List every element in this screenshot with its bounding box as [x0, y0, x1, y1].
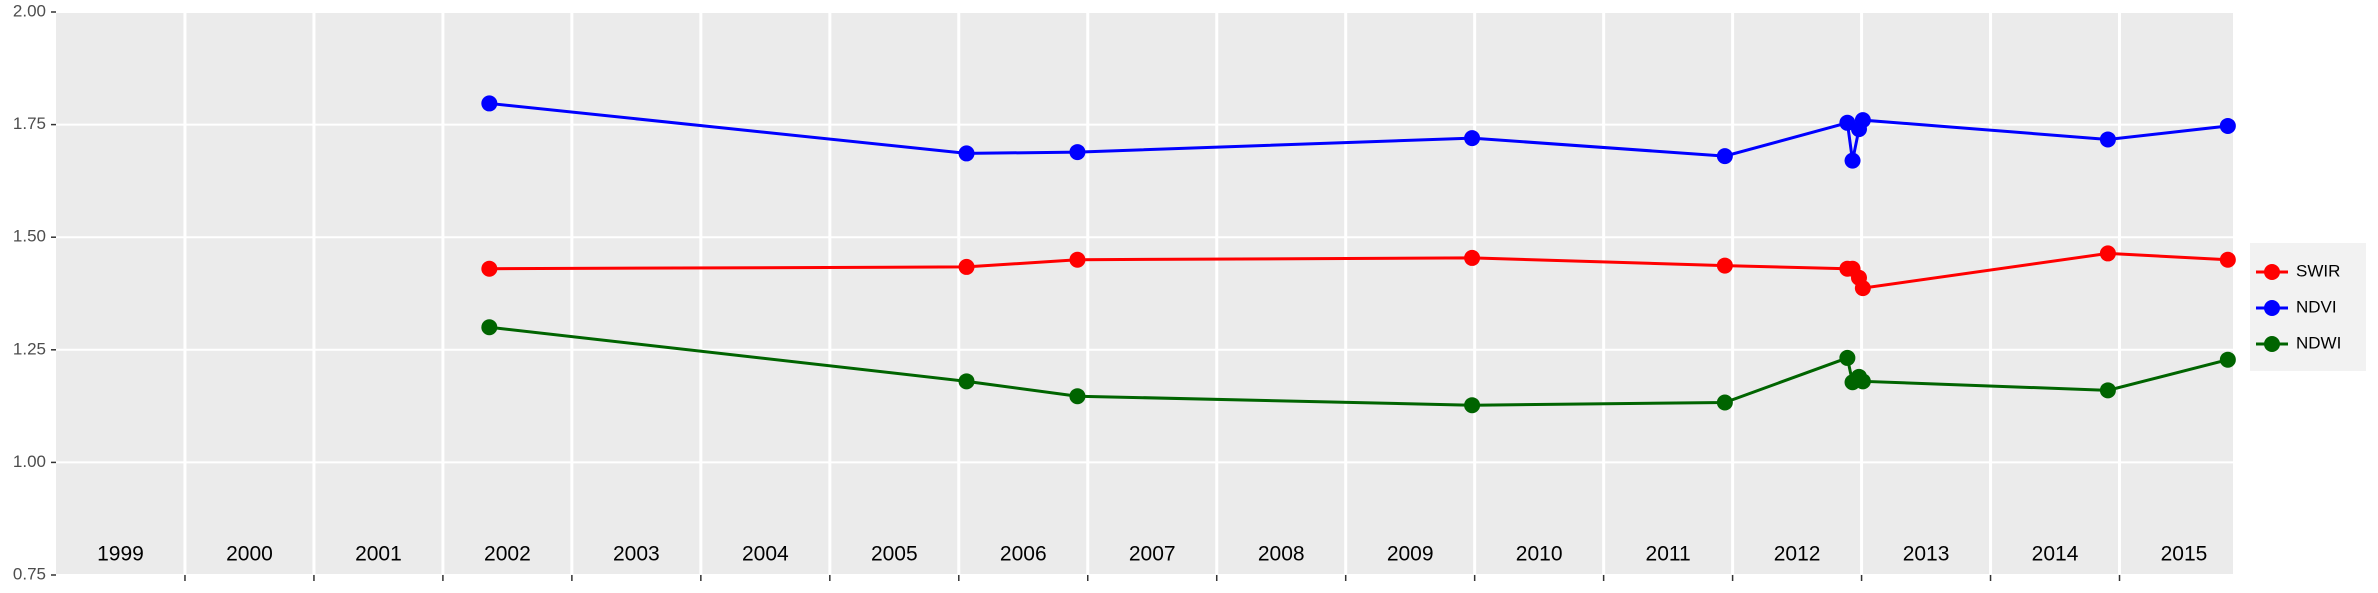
legend-key-point	[2264, 264, 2280, 280]
data-point	[2219, 351, 2236, 368]
year-label: 1999	[97, 543, 144, 566]
y-tick-label: 2.00	[13, 1, 46, 20]
data-point	[2099, 245, 2116, 262]
year-label: 2007	[1129, 543, 1176, 566]
data-point	[958, 258, 975, 275]
legend-key-point	[2264, 300, 2280, 316]
year-label: 2003	[613, 543, 660, 566]
data-point	[2099, 131, 2116, 148]
y-tick-label: 1.25	[13, 339, 46, 358]
data-point	[958, 373, 975, 390]
data-point	[1716, 394, 1733, 411]
data-point	[2219, 117, 2236, 134]
year-label: 2012	[1774, 543, 1821, 566]
year-label: 2001	[355, 543, 402, 566]
data-point	[481, 260, 498, 277]
y-tick-label: 0.75	[13, 564, 46, 583]
data-point	[1716, 257, 1733, 274]
year-label: 2005	[871, 543, 918, 566]
legend-label: SWIR	[2296, 261, 2340, 280]
year-label: 2010	[1516, 543, 1563, 566]
year-label: 2002	[484, 543, 531, 566]
data-point	[481, 95, 498, 112]
data-point	[1854, 373, 1871, 390]
data-point	[1844, 152, 1861, 169]
data-point	[958, 145, 975, 162]
legend-label: NDVI	[2296, 297, 2337, 316]
data-point	[2099, 382, 2116, 399]
data-point	[1069, 388, 1086, 405]
data-point	[2219, 251, 2236, 268]
year-label: 2015	[2161, 543, 2208, 566]
data-point	[1069, 144, 1086, 161]
year-label: 2009	[1387, 543, 1434, 566]
data-point	[1854, 112, 1871, 129]
year-label: 2006	[1000, 543, 1047, 566]
year-label: 2013	[1903, 543, 1950, 566]
legend-key-point	[2264, 336, 2280, 352]
data-point	[1069, 251, 1086, 268]
data-point	[1464, 397, 1481, 414]
panel	[56, 12, 2233, 575]
data-point	[1464, 249, 1481, 266]
legend-label: NDWI	[2296, 333, 2341, 352]
data-point	[1839, 349, 1856, 366]
data-point	[1716, 148, 1733, 165]
data-point	[1464, 130, 1481, 147]
data-point	[1854, 280, 1871, 297]
year-label: 2014	[2032, 543, 2079, 566]
y-tick-label: 1.50	[13, 227, 46, 246]
y-tick-label: 1.00	[13, 452, 46, 471]
year-label: 2011	[1646, 543, 1691, 566]
data-point	[481, 319, 498, 336]
year-label: 2008	[1258, 543, 1305, 566]
y-tick-label: 1.75	[13, 114, 46, 133]
year-label: 2000	[226, 543, 273, 566]
year-label: 2004	[742, 543, 789, 566]
